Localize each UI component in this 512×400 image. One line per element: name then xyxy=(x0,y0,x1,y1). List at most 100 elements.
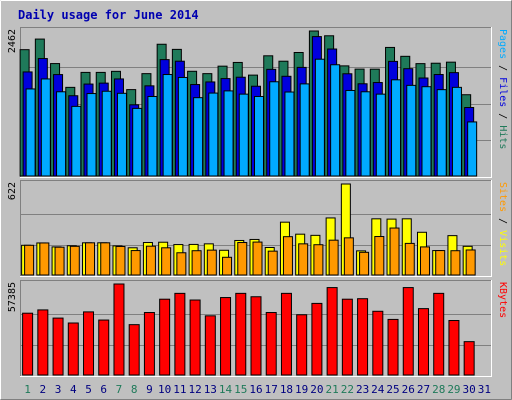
legend-hits: Hits xyxy=(497,125,508,149)
bar-kbytes-day-26 xyxy=(402,287,414,376)
day-label-30: 30 xyxy=(463,383,476,396)
day-label-26: 26 xyxy=(402,383,415,396)
bar-sites-day-22 xyxy=(343,237,354,276)
day-label-19: 19 xyxy=(295,383,308,396)
legend-separator: / xyxy=(497,107,508,125)
day-label-24: 24 xyxy=(371,383,385,396)
bar-kbytes-day-22 xyxy=(341,298,353,376)
series-legend: KBytes xyxy=(497,282,508,318)
bar-pages-day-7 xyxy=(116,92,127,177)
bar-kbytes-day-19 xyxy=(296,314,308,376)
day-label-14: 14 xyxy=(219,383,233,396)
max-value-label: 57385 xyxy=(7,282,18,312)
series-legend: Pages / Files / Hits xyxy=(497,29,508,149)
bar-pages-day-4 xyxy=(71,105,82,177)
bar-pages-day-8 xyxy=(132,107,143,177)
bar-pages-day-29 xyxy=(451,86,462,177)
bar-pages-day-22 xyxy=(345,89,356,177)
bar-kbytes-day-15 xyxy=(235,292,247,376)
bar-sites-day-26 xyxy=(404,242,415,276)
chart-panels: 2462 Pages / Files / Hits 622 Sites / Visit… xyxy=(7,27,508,377)
day-label-15: 15 xyxy=(234,383,247,396)
bar-kbytes-day-23 xyxy=(357,298,369,376)
bar-kbytes-day-9 xyxy=(143,312,155,376)
day-label-23: 23 xyxy=(356,383,369,396)
day-label-10: 10 xyxy=(158,383,171,396)
bar-sites-day-3 xyxy=(54,246,65,276)
legend-pages: Pages xyxy=(497,29,508,59)
day-label-9: 9 xyxy=(146,383,153,396)
day-label-20: 20 xyxy=(310,383,323,396)
bar-kbytes-day-18 xyxy=(280,292,292,376)
day-tick-labels: 1 2 3 4 5 6 7 8 9 10 11 12 13 14 15 16 17 18 19 20 21 22 23 24 2… xyxy=(24,383,491,396)
bar-kbytes-day-11 xyxy=(174,292,186,376)
day-label-25: 25 xyxy=(386,383,399,396)
bar-pages-day-17 xyxy=(269,81,280,177)
bar-pages-day-9 xyxy=(147,95,158,177)
bar-kbytes-day-10 xyxy=(159,298,171,376)
bar-sites-day-16 xyxy=(252,241,263,276)
legend-files: Files xyxy=(497,77,508,107)
bar-pages-day-13 xyxy=(208,92,219,177)
bar-kbytes-day-8 xyxy=(128,324,140,376)
bar-pages-day-15 xyxy=(238,93,249,177)
bar-kbytes-day-5 xyxy=(83,311,95,376)
bar-kbytes-day-25 xyxy=(387,318,399,376)
legend-sites: Sites xyxy=(497,182,508,212)
legend-separator: / xyxy=(497,59,508,77)
panel-3: 57385 KBytes xyxy=(7,280,508,377)
bar-sites-day-25 xyxy=(389,227,400,276)
bar-sites-day-17 xyxy=(267,250,278,276)
legend-kbytes: KBytes xyxy=(497,282,508,318)
bar-kbytes-day-20 xyxy=(311,302,323,376)
bar-kbytes-day-29 xyxy=(448,320,460,376)
day-label-11: 11 xyxy=(173,383,186,396)
bar-kbytes-day-12 xyxy=(189,299,201,376)
bar-sites-day-30 xyxy=(465,249,476,276)
max-value-label: 622 xyxy=(7,182,18,200)
bar-sites-day-21 xyxy=(328,239,339,276)
day-label-7: 7 xyxy=(116,383,123,396)
bar-sites-day-12 xyxy=(191,250,202,276)
bar-sites-day-23 xyxy=(359,251,370,276)
day-label-5: 5 xyxy=(85,383,92,396)
day-label-2: 2 xyxy=(40,383,47,396)
bar-sites-day-18 xyxy=(282,236,293,276)
panel-1: 2462 Pages / Files / Hits xyxy=(7,27,508,178)
day-label-12: 12 xyxy=(188,383,201,396)
bar-kbytes-day-17 xyxy=(265,312,277,376)
panel-2: 622 Sites / Visits xyxy=(7,180,508,277)
bar-sites-day-15 xyxy=(237,242,248,276)
bar-pages-day-24 xyxy=(375,93,386,177)
bar-pages-day-28 xyxy=(436,89,447,177)
day-label-27: 27 xyxy=(417,383,430,396)
bar-kbytes-day-1 xyxy=(22,312,34,376)
bar-pages-day-30 xyxy=(467,121,478,177)
bar-sites-day-9 xyxy=(145,245,156,276)
bar-kbytes-day-16 xyxy=(250,296,262,376)
bar-pages-day-10 xyxy=(162,74,173,177)
day-label-4: 4 xyxy=(70,383,77,396)
bar-pages-day-1 xyxy=(25,88,36,177)
bar-kbytes-day-14 xyxy=(220,297,232,376)
day-label-21: 21 xyxy=(326,383,339,396)
bar-pages-day-19 xyxy=(299,83,310,177)
bar-sites-day-10 xyxy=(161,247,172,276)
day-label-13: 13 xyxy=(204,383,217,396)
bar-pages-day-2 xyxy=(40,78,51,177)
bar-pages-day-26 xyxy=(406,84,417,177)
day-label-8: 8 xyxy=(131,383,138,396)
bar-sites-day-1 xyxy=(24,244,35,276)
legend-separator: / xyxy=(497,212,508,230)
bar-pages-day-16 xyxy=(254,95,264,177)
day-label-28: 28 xyxy=(432,383,445,396)
bar-pages-day-12 xyxy=(193,97,204,177)
day-label-1: 1 xyxy=(24,383,31,396)
bar-kbytes-day-3 xyxy=(52,317,64,376)
bar-sites-day-6 xyxy=(100,242,111,276)
bar-sites-day-4 xyxy=(69,245,80,276)
bar-sites-day-8 xyxy=(130,250,141,276)
bar-kbytes-day-27 xyxy=(417,308,429,376)
bar-pages-day-6 xyxy=(101,90,112,177)
